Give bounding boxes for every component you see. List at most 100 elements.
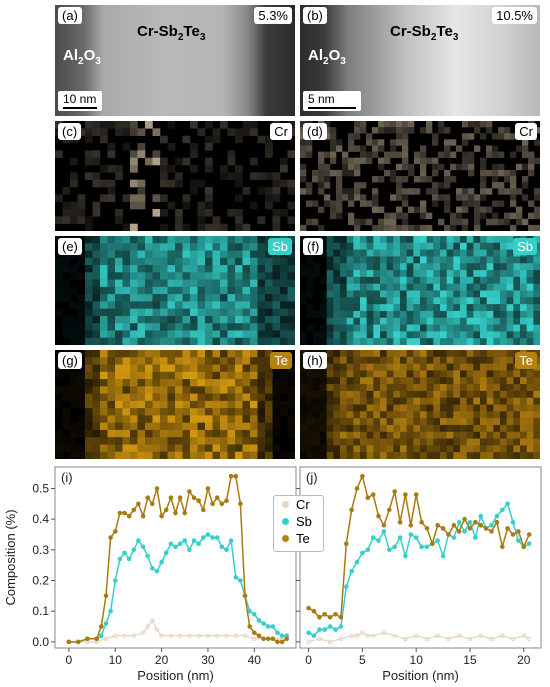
x-tick-label: 0	[305, 653, 312, 667]
map-pixel	[378, 157, 385, 165]
map-pixel	[197, 350, 206, 358]
map-pixel	[85, 236, 93, 244]
data-point-te	[478, 522, 484, 528]
map-pixel	[175, 451, 183, 459]
map-pixel	[473, 290, 481, 298]
map-pixel	[353, 256, 361, 264]
map-pixel	[453, 384, 461, 392]
map-pixel	[326, 242, 334, 250]
map-pixel	[130, 379, 138, 387]
map-pixel	[420, 176, 427, 183]
data-point-te	[247, 624, 253, 629]
map-pixel	[167, 243, 176, 251]
map-pixel	[373, 384, 381, 392]
map-pixel	[205, 437, 213, 445]
map-pixel	[160, 194, 168, 202]
map-pixel	[175, 257, 183, 266]
map-pixel	[400, 424, 407, 433]
map-pixel	[257, 337, 266, 345]
map-pixel	[408, 163, 415, 171]
map-pixel	[413, 356, 421, 364]
map-pixel	[167, 371, 176, 380]
map-pixel	[205, 286, 213, 295]
map-pixel	[152, 308, 161, 317]
map-pixel	[533, 411, 540, 419]
data-point-cr	[154, 627, 160, 632]
map-pixel	[426, 384, 434, 392]
map-pixel	[313, 424, 321, 433]
map-pixel	[324, 176, 331, 183]
map-pixel	[70, 157, 78, 166]
data-point-sb	[224, 547, 229, 553]
data-point-te	[521, 544, 527, 550]
map-pixel	[182, 135, 191, 144]
map-pixel	[182, 301, 191, 309]
map-pixel	[520, 338, 527, 345]
map-pixel	[300, 377, 307, 385]
map-pixel	[287, 187, 295, 195]
map-pixel	[265, 286, 273, 295]
map-pixel	[406, 452, 414, 459]
map-pixel	[462, 200, 469, 207]
map-pixel	[235, 315, 243, 324]
map-pixel	[432, 133, 439, 140]
map-pixel	[533, 404, 540, 412]
map-pixel	[373, 356, 381, 364]
map-pixel	[265, 330, 273, 339]
map-pixel	[462, 188, 469, 195]
map-pixel	[250, 265, 258, 273]
map-pixel	[393, 370, 401, 378]
map-pixel	[360, 418, 367, 426]
map-pixel	[167, 429, 176, 438]
map-pixel	[473, 297, 481, 305]
map-pixel	[486, 338, 494, 345]
map-pixel	[433, 404, 441, 412]
map-pixel	[235, 209, 243, 217]
map-pixel	[242, 451, 251, 459]
map-pixel	[197, 257, 206, 266]
map-pixel	[265, 415, 273, 423]
map-pixel	[265, 350, 273, 358]
map-pixel	[160, 223, 168, 231]
map-pixel	[534, 157, 540, 165]
data-point-te	[381, 522, 387, 528]
map-pixel	[257, 408, 266, 416]
map-pixel	[446, 283, 454, 291]
map-pixel	[242, 371, 251, 380]
map-pixel	[420, 356, 427, 364]
map-pixel	[493, 338, 501, 345]
map-pixel	[384, 151, 391, 158]
data-point-sb	[113, 578, 118, 583]
map-pixel	[152, 209, 161, 217]
map-pixel	[205, 422, 213, 431]
data-point-te	[94, 636, 99, 642]
map-pixel	[77, 315, 86, 324]
map-pixel	[77, 257, 86, 266]
map-pixel	[107, 350, 116, 358]
edx-map-g-graphic	[55, 350, 295, 459]
map-pixel	[85, 150, 93, 158]
map-pixel	[55, 294, 63, 302]
map-pixel	[390, 218, 397, 226]
map-pixel	[360, 338, 367, 345]
map-pixel	[115, 121, 123, 129]
map-pixel	[384, 218, 391, 226]
map-pixel	[378, 163, 385, 171]
map-pixel	[460, 270, 467, 278]
map-pixel	[420, 157, 427, 165]
map-pixel	[380, 438, 387, 446]
map-pixel	[506, 324, 514, 332]
map-pixel	[92, 337, 101, 345]
map-pixel	[212, 128, 221, 136]
map-pixel	[175, 386, 183, 394]
map-pixel	[380, 338, 387, 345]
map-pixel	[333, 331, 341, 339]
map-pixel	[380, 350, 387, 358]
map-pixel	[100, 400, 108, 409]
map-pixel	[346, 338, 354, 345]
map-pixel	[406, 242, 414, 250]
map-pixel	[373, 236, 381, 244]
map-pixel	[386, 236, 394, 244]
data-point-cr	[317, 636, 322, 641]
map-pixel	[287, 323, 295, 331]
